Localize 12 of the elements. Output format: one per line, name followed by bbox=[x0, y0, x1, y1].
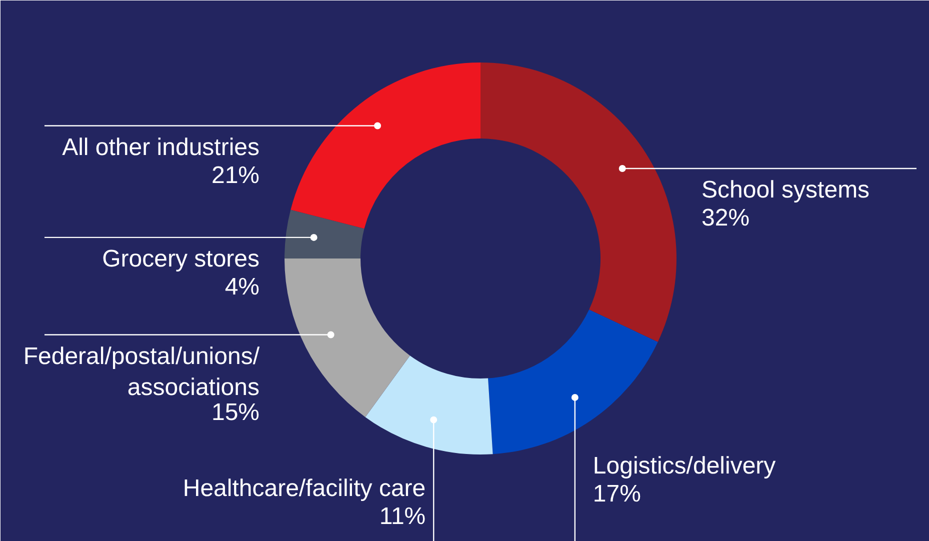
slice-label: Grocery stores bbox=[102, 245, 260, 272]
slice-label: Federal/postal/unions/associations bbox=[23, 342, 260, 401]
slice-label: All other industries bbox=[62, 134, 260, 161]
slice-label: School systems bbox=[702, 176, 870, 204]
data-label: 4% bbox=[224, 273, 260, 300]
slice-label: Healthcare/facility care bbox=[182, 474, 426, 502]
data-label: 21% bbox=[211, 162, 260, 189]
slice-label: Logistics/delivery bbox=[592, 452, 776, 480]
data-label: 32% bbox=[702, 204, 750, 232]
data-label: 17% bbox=[592, 480, 641, 508]
data-label: 11% bbox=[379, 502, 426, 530]
data-label: 15% bbox=[211, 398, 260, 426]
